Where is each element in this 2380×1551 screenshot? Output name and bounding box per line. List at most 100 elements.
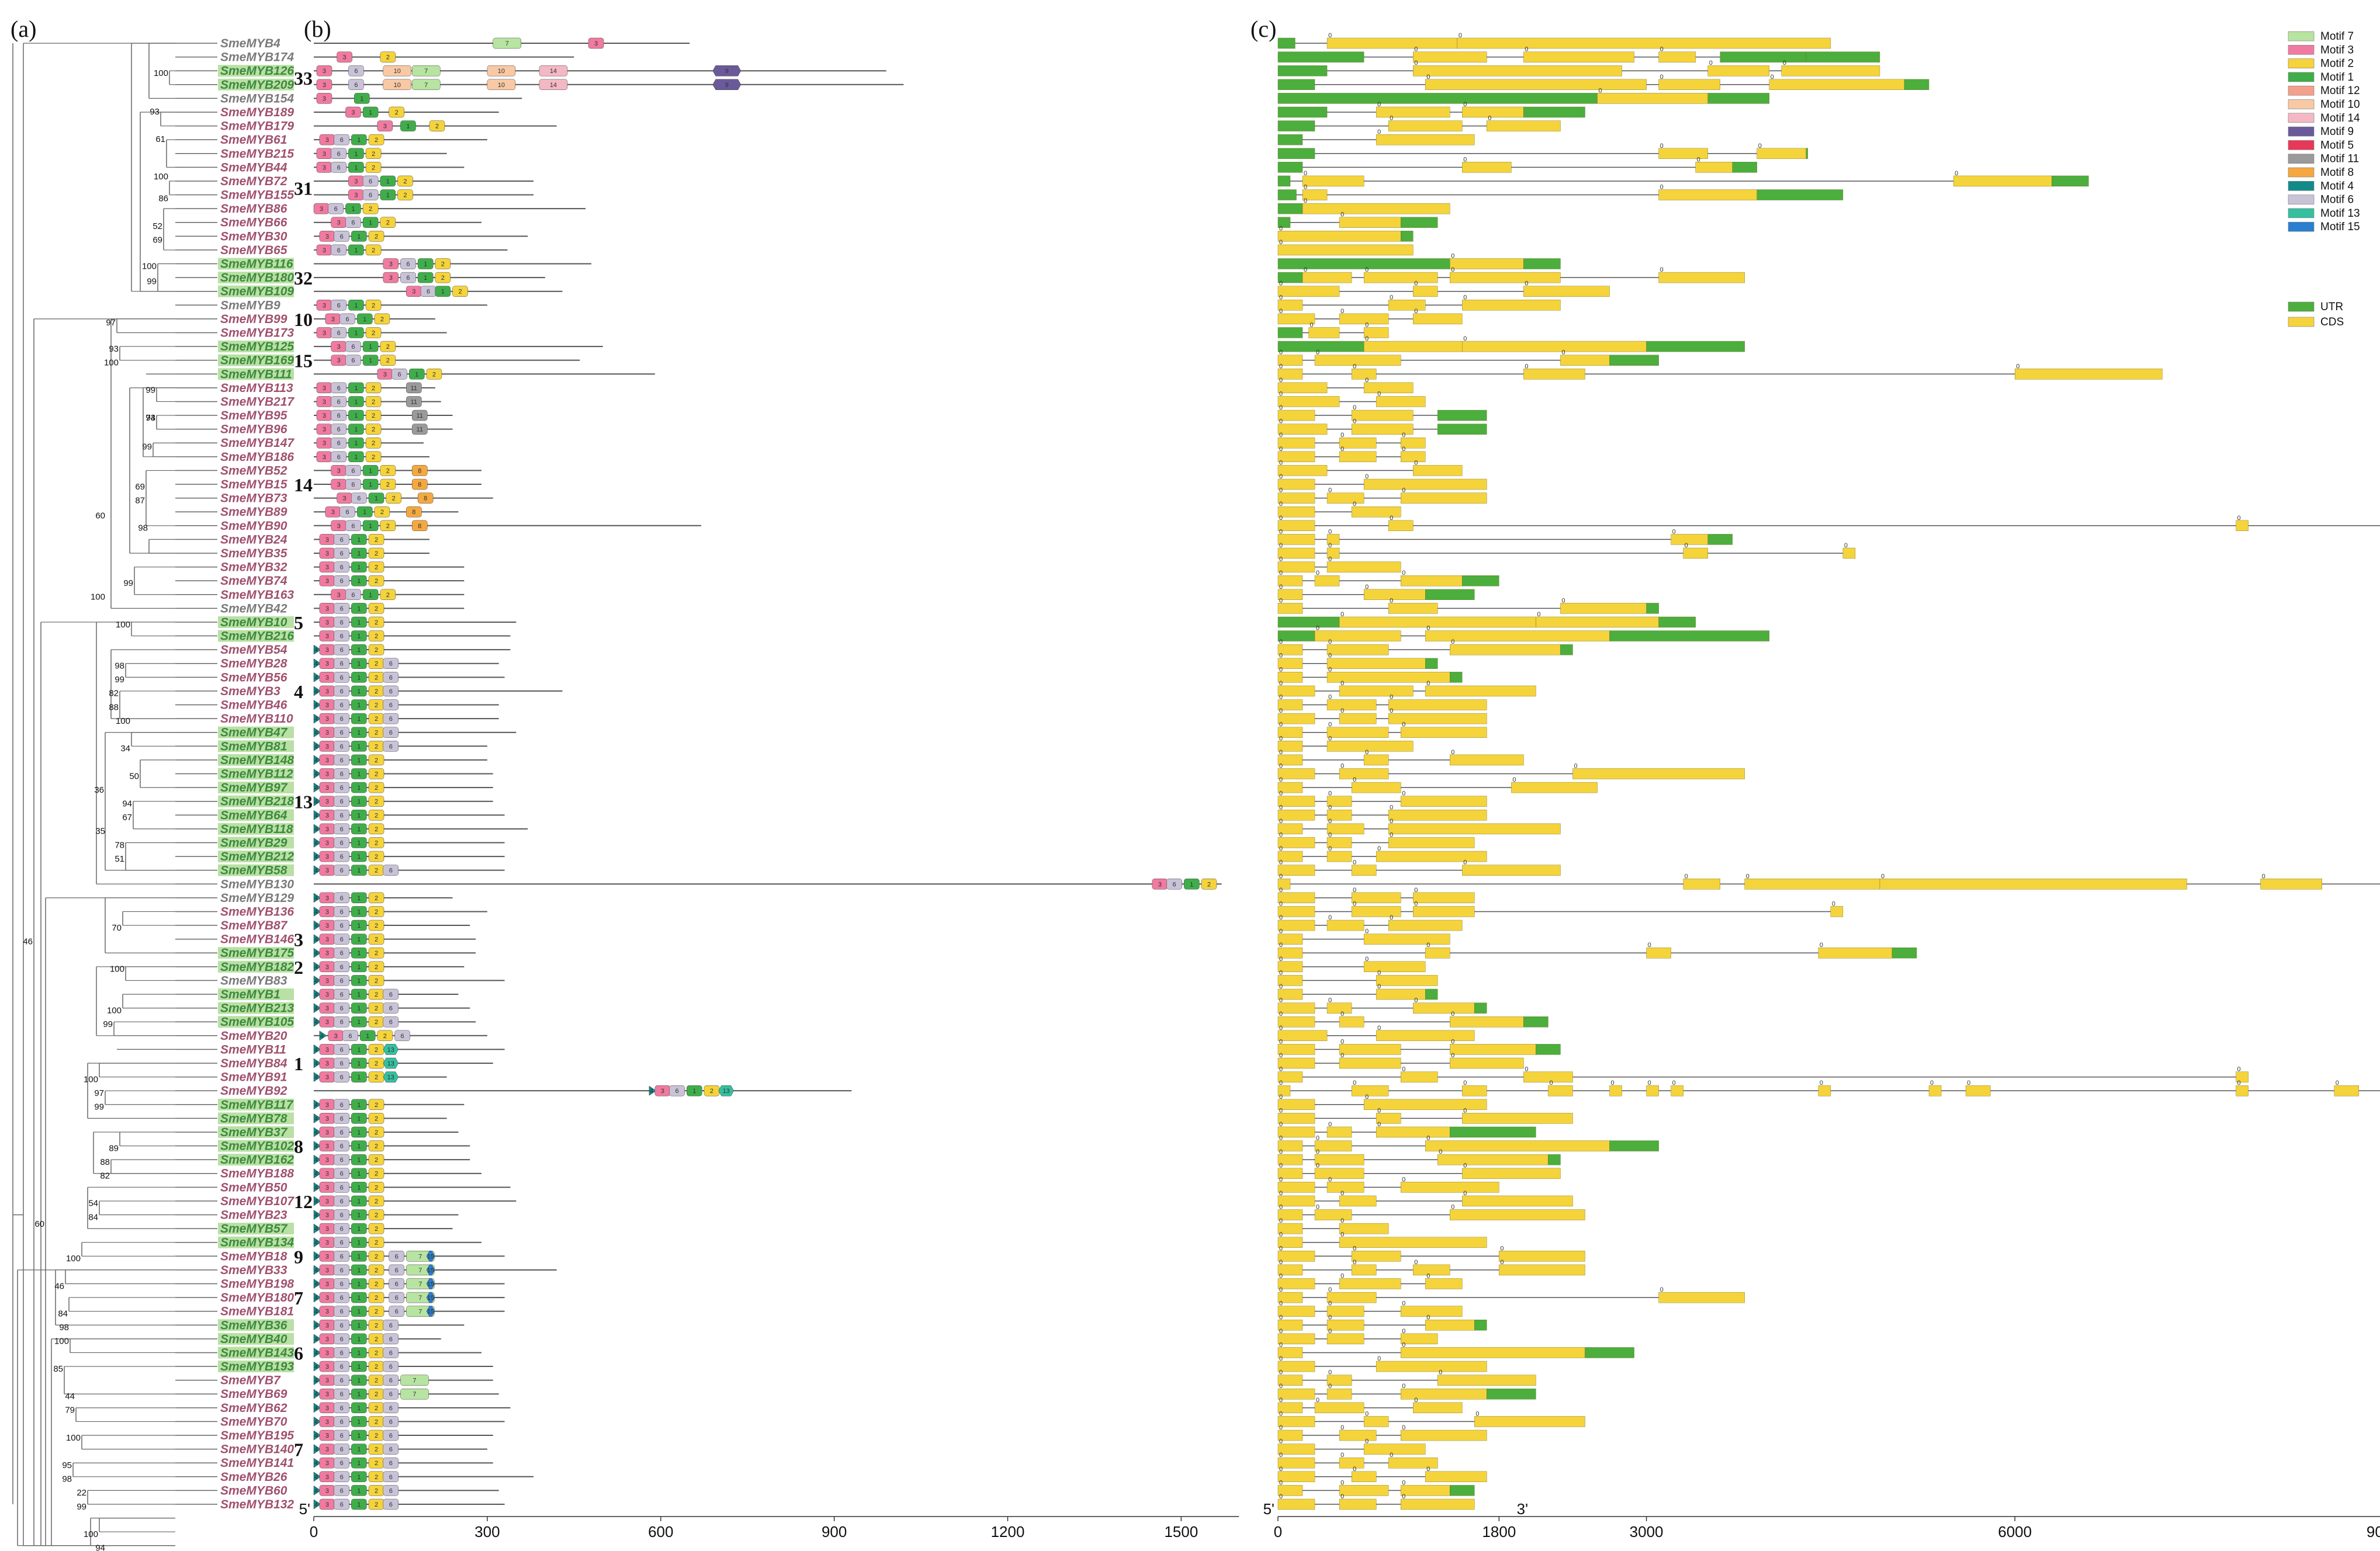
phase-label: 0	[1709, 60, 1713, 67]
cds-segment	[1277, 1498, 1315, 1510]
utr-segment	[1474, 1320, 1487, 1331]
motif-number: 6	[389, 1418, 393, 1425]
motif-number: 2	[375, 991, 378, 998]
subgroup-number: 13	[294, 792, 313, 813]
motif-number: 3	[325, 1240, 329, 1247]
cds-segment	[1413, 892, 1475, 904]
motif-number: 1	[357, 895, 361, 902]
motif-6	[334, 1292, 349, 1303]
gene-label: SmeMYB56	[220, 671, 287, 684]
motif-number: 6	[337, 454, 341, 461]
motif-6	[334, 988, 349, 1000]
phase-label: 0	[1328, 542, 1332, 549]
motif-6	[383, 1347, 399, 1358]
phase-label: 0	[1426, 1466, 1430, 1473]
motif-number: 4	[314, 716, 318, 723]
phase-label: 0	[1328, 653, 1332, 660]
legend-label: Motif 6	[2320, 194, 2354, 206]
motif-3	[316, 79, 332, 91]
motif-number: 2	[375, 1198, 378, 1205]
motif-1	[400, 120, 416, 131]
cds-segment	[1351, 506, 1401, 518]
motif-number: 8	[418, 523, 421, 530]
motif-number: 2	[375, 564, 378, 571]
bootstrap-value: 98	[138, 523, 148, 533]
gene-label-highlight	[218, 1361, 294, 1373]
motif-2	[380, 520, 396, 532]
phase-label: 0	[1451, 1011, 1454, 1018]
motif-number: 3	[325, 895, 329, 902]
motif-2	[368, 906, 384, 917]
motif-11	[406, 396, 422, 407]
cds-segment	[1339, 1195, 1377, 1207]
cds-segment	[1572, 768, 1745, 779]
cds-segment	[2334, 1085, 2359, 1097]
motif-number: 6	[354, 82, 358, 89]
phase-label: 0	[1340, 1424, 1344, 1431]
motif-6	[339, 313, 355, 325]
motif-11	[406, 382, 422, 394]
motif-1	[351, 823, 367, 835]
motif-4	[313, 1458, 321, 1468]
motif-number: 4	[314, 743, 318, 750]
legend-swatch-motif	[2288, 85, 2315, 96]
bootstrap-value: 88	[109, 702, 119, 712]
motif-axis-tick-label: 900	[822, 1523, 847, 1540]
motif-number: 2	[375, 1487, 378, 1494]
phase-label: 0	[1463, 1163, 1467, 1170]
motif-number: 3	[325, 605, 329, 612]
motif-number: 3	[325, 1391, 329, 1398]
motif-1	[351, 1195, 367, 1207]
motif-4	[313, 851, 321, 862]
cds-segment	[1314, 1154, 1364, 1165]
gene-label-highlight	[218, 1112, 294, 1125]
motif-number: 6	[340, 1171, 344, 1178]
motif-4	[313, 1141, 321, 1151]
cds-segment	[1400, 1071, 1438, 1082]
motif-1	[351, 658, 367, 669]
motif-number: 1	[441, 289, 445, 296]
motif-2	[429, 120, 445, 131]
motif-1	[351, 920, 367, 931]
motif-number: 6	[369, 178, 372, 185]
motif-number: 1	[357, 661, 361, 668]
cds-segment	[1658, 1292, 1745, 1303]
cds-segment	[2236, 1085, 2249, 1097]
motif-number: 6	[340, 647, 344, 654]
legend-label: Motif 2	[2320, 58, 2354, 70]
phase-label: 0	[1377, 1121, 1381, 1128]
motif-number: 1	[357, 1171, 361, 1178]
cds-segment	[1376, 975, 1438, 986]
phase-label: 0	[1414, 1397, 1418, 1404]
phase-label: 0	[1279, 473, 1283, 480]
motif-number: 6	[340, 661, 344, 668]
phase-label: 0	[1279, 418, 1283, 425]
motif-number: 3	[354, 178, 358, 185]
phase-label: 0	[1402, 1328, 1405, 1335]
motif-number: 6	[337, 412, 341, 419]
motif-1	[348, 451, 364, 463]
cds-segment	[1425, 1471, 1487, 1483]
motif-number: 2	[372, 398, 375, 405]
cds-segment	[1326, 561, 1401, 572]
motif-number: 1	[354, 412, 358, 419]
motif-number: 1	[357, 1143, 361, 1150]
motif-number: 3	[337, 592, 341, 599]
phase-label: 0	[1365, 1438, 1369, 1445]
cds-segment	[1326, 1375, 1352, 1386]
gene-label: SmeMYB130	[220, 877, 294, 891]
motif-number: 4	[314, 977, 318, 984]
cds-segment	[1277, 1140, 1303, 1151]
phase-label: 0	[1377, 1355, 1381, 1362]
gene-label: SmeMYB47	[220, 726, 288, 740]
motif-number: 6	[340, 1267, 344, 1274]
phase-label: 0	[1426, 1135, 1430, 1142]
phase-label: 0	[1365, 928, 1369, 935]
motif-6	[345, 520, 361, 532]
motif-2	[365, 148, 382, 159]
utr-segment	[1425, 988, 1438, 1000]
motif-number: 3	[325, 1129, 329, 1136]
motif-6	[334, 1057, 349, 1069]
phase-label: 0	[1365, 1410, 1369, 1417]
motif-6	[334, 851, 349, 862]
